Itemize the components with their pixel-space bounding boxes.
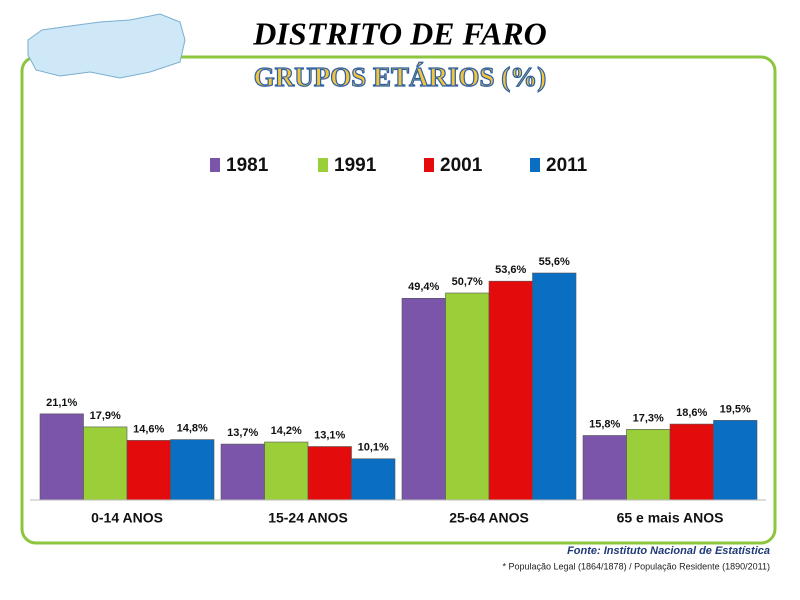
x-tick-label: 65 e mais ANOS — [617, 510, 724, 526]
bar — [445, 292, 490, 501]
value-label: 13,7% — [227, 427, 258, 439]
value-label: 10,1% — [358, 442, 389, 454]
bar — [532, 272, 577, 501]
legend-label: 1981 — [226, 155, 269, 176]
bar — [488, 280, 533, 501]
x-tick-label: 15-24 ANOS — [268, 510, 348, 526]
map-icon — [27, 13, 186, 79]
bar — [626, 429, 671, 501]
bar — [220, 443, 265, 501]
value-label: 14,6% — [133, 423, 164, 435]
value-label: 55,6% — [539, 256, 570, 268]
legend-label: 2011 — [546, 155, 588, 176]
bar — [351, 458, 396, 501]
legend-label: 2001 — [440, 155, 483, 176]
legend-swatch — [210, 158, 220, 172]
legend-swatch — [424, 158, 434, 172]
value-label: 17,9% — [90, 410, 121, 422]
value-label: 17,3% — [633, 412, 664, 424]
x-tick-label: 0-14 ANOS — [91, 510, 163, 526]
value-label: 13,1% — [314, 429, 345, 441]
value-label: 15,8% — [589, 418, 620, 430]
value-label: 53,6% — [495, 264, 526, 276]
bar — [713, 420, 758, 501]
bar — [307, 446, 352, 501]
value-label: 18,6% — [676, 407, 707, 419]
chart-title: DISTRITO DE FARO — [252, 15, 546, 51]
source: Fonte: Instituto Nacional de Estatística — [567, 545, 770, 557]
value-label: 14,8% — [177, 422, 208, 434]
legend-swatch — [530, 158, 540, 172]
legend-swatch — [318, 158, 328, 172]
note: * População Legal (1864/1878) / Populaçã… — [502, 561, 770, 571]
bar — [264, 441, 309, 501]
bar — [669, 423, 714, 501]
chart-subtitle: GRUPOS ETÁRIOS (%) — [254, 62, 547, 92]
value-label: 21,1% — [46, 397, 77, 409]
value-label: 49,4% — [408, 281, 439, 293]
bar — [126, 440, 171, 501]
value-label: 50,7% — [452, 276, 483, 288]
bar — [401, 298, 446, 501]
bar — [83, 426, 128, 501]
x-tick-label: 25-64 ANOS — [449, 510, 529, 526]
chart-panel — [20, 55, 777, 545]
value-label: 19,5% — [720, 403, 751, 415]
legend-label: 1991 — [334, 155, 377, 176]
bar — [582, 435, 627, 501]
bar — [39, 413, 84, 501]
bar — [170, 439, 215, 501]
value-label: 14,2% — [271, 425, 302, 437]
